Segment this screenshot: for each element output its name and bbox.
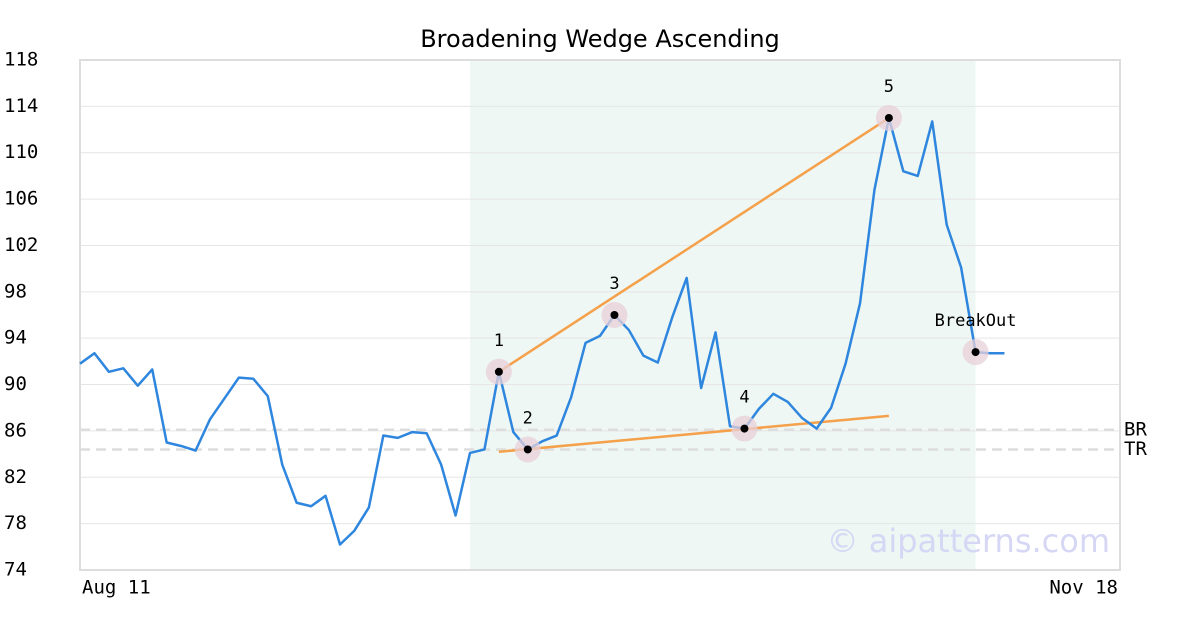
chart-title: Broadening Wedge Ascending bbox=[420, 25, 780, 53]
point-label: BreakOut bbox=[935, 311, 1017, 331]
price-line bbox=[79, 116, 1005, 546]
y-tick-label: 74 bbox=[4, 559, 27, 581]
trend-line bbox=[498, 414, 890, 454]
y-tick-label: 82 bbox=[4, 466, 27, 488]
level-label: TR bbox=[1124, 438, 1147, 460]
point-label: 1 bbox=[494, 331, 504, 351]
point-marker bbox=[884, 113, 893, 122]
point-label: 5 bbox=[884, 77, 894, 97]
y-tick-label: 86 bbox=[4, 419, 27, 441]
plot-frame bbox=[79, 59, 1121, 571]
trend-line bbox=[498, 116, 890, 373]
pattern-region bbox=[470, 60, 976, 570]
y-tick-label: 114 bbox=[4, 95, 38, 117]
y-tick-label: 102 bbox=[4, 234, 38, 256]
y-tick-label: 78 bbox=[4, 512, 27, 534]
y-tick-label: 110 bbox=[4, 141, 38, 163]
point-label: 3 bbox=[609, 274, 619, 294]
level-label: BR bbox=[1124, 418, 1147, 440]
watermark: © aipatterns.com bbox=[827, 522, 1110, 560]
y-tick-label: 90 bbox=[4, 373, 27, 395]
point-marker bbox=[494, 367, 503, 376]
y-tick-label: 106 bbox=[4, 188, 38, 210]
point-label: 4 bbox=[739, 388, 749, 408]
point-marker bbox=[523, 445, 532, 454]
x-tick-label: Nov 18 bbox=[1049, 577, 1118, 599]
y-tick-label: 98 bbox=[4, 280, 27, 302]
y-tick-label: 94 bbox=[4, 327, 27, 349]
x-tick-label: Aug 11 bbox=[82, 577, 151, 599]
y-tick-label: 118 bbox=[4, 49, 38, 71]
point-marker bbox=[610, 311, 619, 319]
point-marker bbox=[971, 348, 980, 357]
point-marker bbox=[740, 424, 749, 433]
point-label: 2 bbox=[523, 408, 533, 428]
